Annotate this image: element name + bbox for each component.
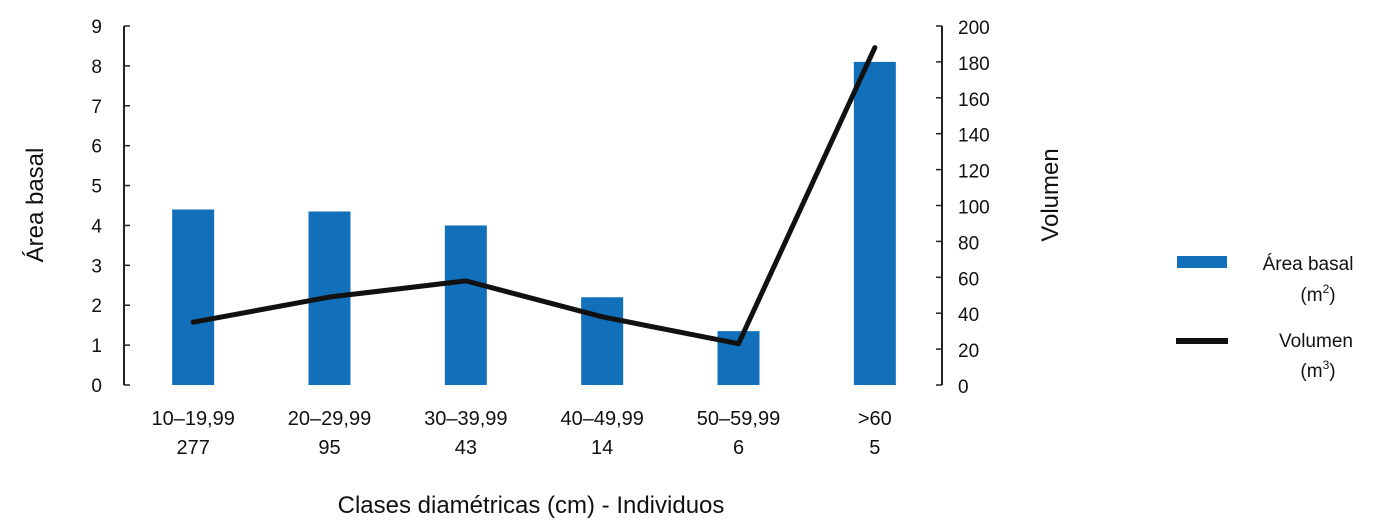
- legend-unit-volumen: (m3): [1300, 358, 1335, 382]
- y2-tick-label: 180: [958, 54, 990, 75]
- x-individuals-label: 277: [176, 437, 209, 459]
- legend-label-area-basal: Área basal: [1263, 254, 1354, 275]
- y-tick-label: 4: [91, 216, 102, 237]
- x-axis-title: Clases diamétricas (cm) - Individuos: [338, 492, 725, 519]
- y-tick-label: 7: [91, 97, 102, 118]
- y-tick-label: 6: [91, 137, 102, 158]
- x-individuals-label: 43: [455, 437, 477, 459]
- line-volumen: [190, 45, 878, 347]
- legend-label-volumen: Volumen: [1279, 331, 1353, 352]
- y2-tick-label: 120: [958, 162, 990, 183]
- y2-tick-label: 20: [958, 341, 979, 362]
- y2-tick-label: 160: [958, 90, 990, 111]
- y2-tick-label: 200: [958, 18, 990, 39]
- bar-area-basal: [444, 225, 487, 385]
- y2-tick-label: 100: [958, 198, 990, 219]
- y-tick-label: 0: [91, 376, 102, 397]
- x-tick-label: 20–29,99: [288, 408, 371, 430]
- x-tick-label: 40–49,99: [560, 408, 643, 430]
- y2-tick-label: 40: [958, 305, 979, 326]
- y2-tick-label: 140: [958, 126, 990, 147]
- y2-tick-label: 80: [958, 233, 979, 254]
- x-individuals-label: 5: [869, 437, 880, 459]
- y-tick-label: 8: [91, 57, 102, 78]
- y-tick-label: 5: [91, 177, 102, 198]
- x-individuals-label: 14: [591, 437, 613, 459]
- x-tick-label: >60: [858, 408, 892, 430]
- x-tick-label: 10–19,99: [151, 408, 234, 430]
- legend-unit-area-basal: (m2): [1300, 282, 1335, 306]
- x-tick-label: 30–39,99: [424, 408, 507, 430]
- x-tick-label: 50–59,99: [697, 408, 780, 430]
- y-tick-label: 9: [91, 17, 102, 38]
- legend: Área basal (m2) Volumen (m3): [1176, 254, 1353, 382]
- plot-area: 0 1 2 3 4 5 6 7 8 9 0 20 40 60 80 100 120 140 160 180 200 10–…: [91, 17, 989, 459]
- y-tick-label: 1: [91, 336, 102, 357]
- y-tick-label: 3: [91, 256, 102, 277]
- y2-axis-title: Volumen: [1037, 148, 1064, 241]
- y2-tick-label: 0: [958, 377, 969, 398]
- bar-area-basal: [172, 209, 215, 385]
- x-individuals-label: 6: [733, 437, 744, 459]
- bar-area-basal: [853, 61, 896, 386]
- x-individuals-label: 95: [318, 437, 340, 459]
- y-tick-label: 2: [91, 296, 102, 317]
- y-axis-title: Área basal: [22, 148, 49, 263]
- y2-tick-label: 60: [958, 269, 979, 290]
- legend-swatch-area-basal: [1177, 256, 1227, 268]
